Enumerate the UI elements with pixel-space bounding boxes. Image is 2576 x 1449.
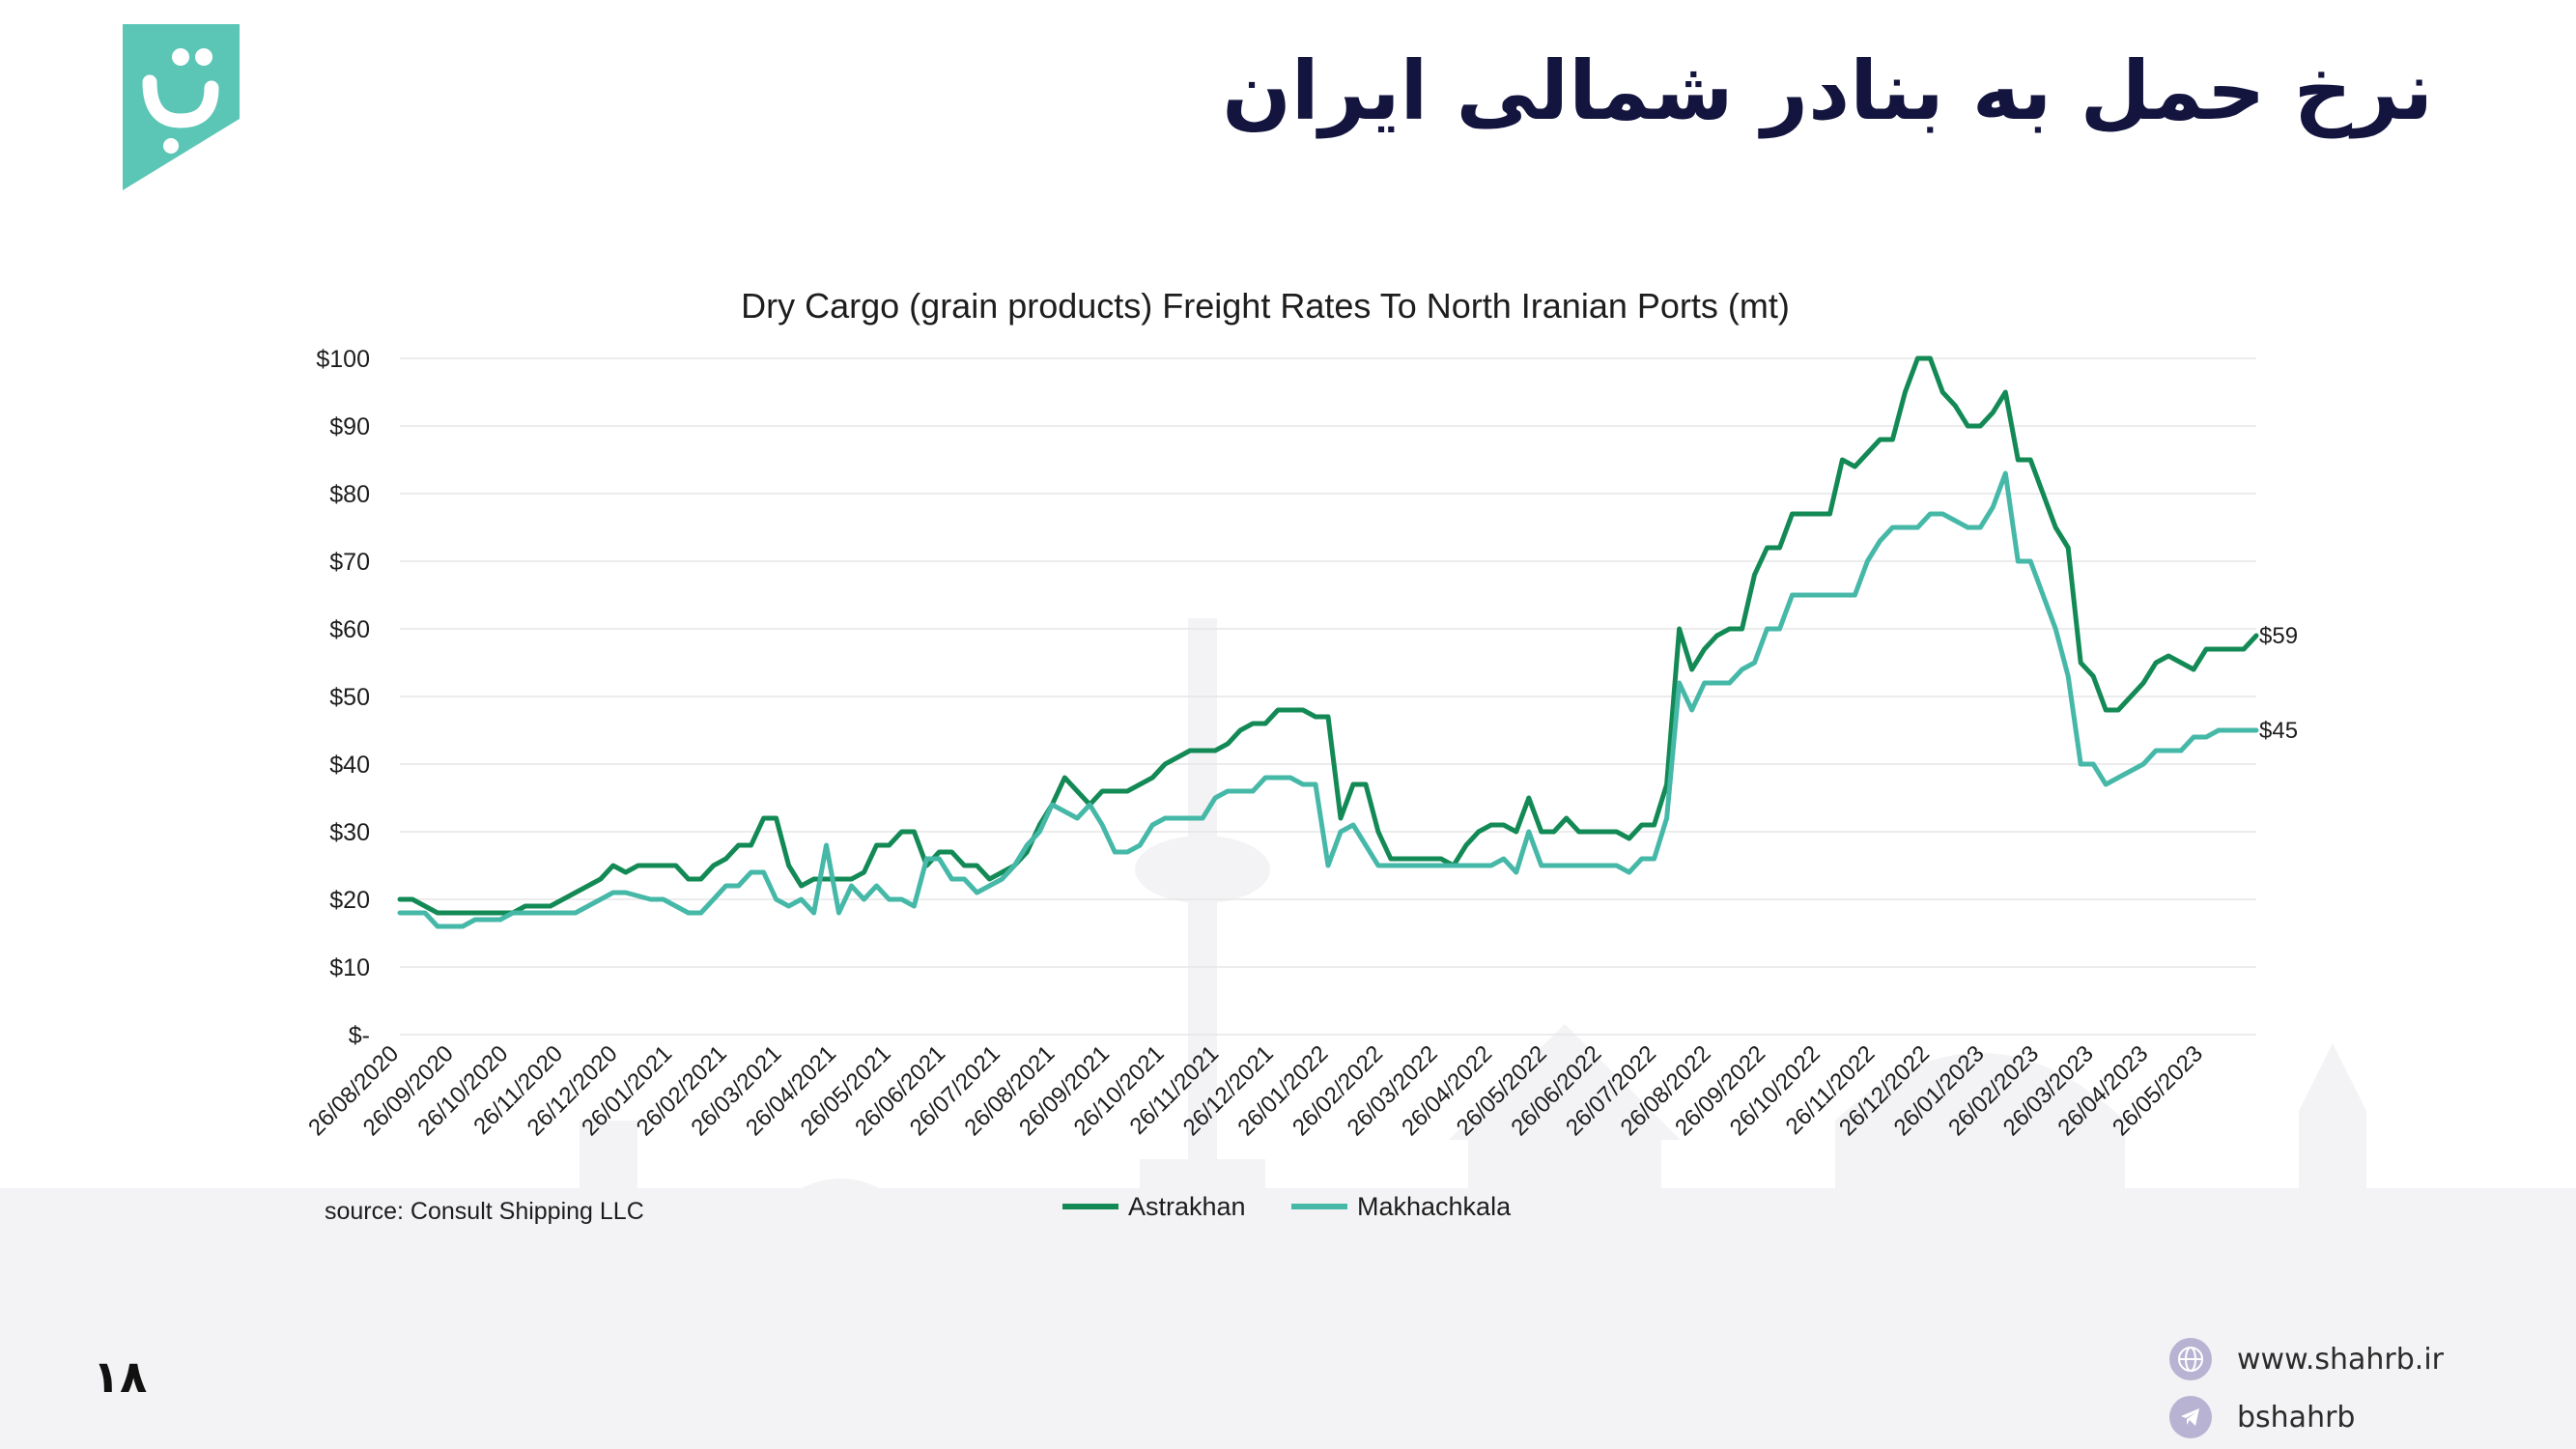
- y-tick-label: $10: [329, 954, 370, 981]
- chart-title: Dry Cargo (grain products) Freight Rates…: [741, 286, 1790, 326]
- website-link[interactable]: www.shahrb.ir: [2237, 1342, 2445, 1377]
- contact-website[interactable]: www.shahrb.ir: [2169, 1338, 2444, 1380]
- brand-logo: [123, 24, 240, 190]
- page-number: ۱۸: [93, 1350, 148, 1403]
- y-tick-label: $40: [329, 752, 370, 779]
- source-note: source: Consult Shipping LLC: [325, 1198, 644, 1225]
- series-line-astrakhan: [397, 355, 2259, 916]
- y-tick-label: $50: [329, 684, 370, 711]
- y-tick-label: $70: [329, 549, 370, 576]
- y-tick-label: $-: [349, 1022, 370, 1049]
- page-title: نرخ حمل به بنادر شمالی ایران: [1222, 43, 2433, 138]
- y-tick-label: $100: [316, 346, 370, 373]
- x-axis-ticks: 26/08/202026/09/202026/10/202026/11/2020…: [303, 1040, 2208, 1141]
- grid-lines: [400, 357, 2256, 1036]
- telegram-handle[interactable]: bshahrb: [2237, 1400, 2356, 1435]
- y-tick-label: $20: [329, 887, 370, 914]
- legend: Astrakhan Makhachkala: [1062, 1192, 1512, 1221]
- y-tick-label: $60: [329, 616, 370, 643]
- end-labels: $59 $45: [2259, 623, 2298, 744]
- series-lines: [397, 355, 2259, 929]
- contact-telegram[interactable]: bshahrb: [2169, 1396, 2355, 1438]
- y-tick-label: $30: [329, 819, 370, 846]
- telegram-icon: [2169, 1396, 2212, 1438]
- legend-label-astrakhan: Astrakhan: [1128, 1192, 1246, 1221]
- series-line-makhachkala: [397, 470, 2259, 929]
- y-tick-label: $80: [329, 481, 370, 508]
- end-label-makhachkala: $45: [2259, 718, 2298, 744]
- y-axis-ticks: $- $10 $20 $30 $40 $50 $60 $70 $80 $90 $100: [316, 346, 370, 1049]
- legend-label-makhachkala: Makhachkala: [1357, 1192, 1512, 1221]
- globe-icon: [2169, 1338, 2212, 1380]
- y-tick-label: $90: [329, 413, 370, 440]
- end-label-astrakhan: $59: [2259, 623, 2298, 649]
